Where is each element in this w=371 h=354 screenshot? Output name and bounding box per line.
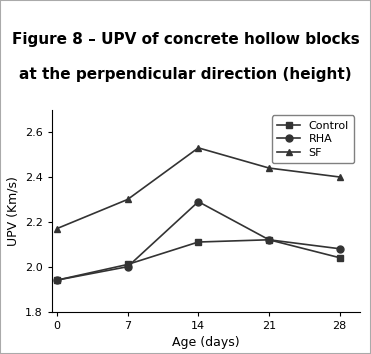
Text: at the perpendicular direction (height): at the perpendicular direction (height) xyxy=(19,67,352,82)
Line: RHA: RHA xyxy=(53,198,343,284)
Text: Figure 8 – UPV of concrete hollow blocks: Figure 8 – UPV of concrete hollow blocks xyxy=(12,32,359,47)
SF xyxy=(55,227,59,231)
RHA xyxy=(338,247,342,251)
SF xyxy=(267,166,271,170)
Line: SF: SF xyxy=(53,144,343,232)
RHA xyxy=(267,238,271,242)
SF xyxy=(196,146,201,150)
Control xyxy=(267,238,271,242)
Control xyxy=(338,256,342,260)
RHA xyxy=(125,264,130,269)
Legend: Control, RHA, SF: Control, RHA, SF xyxy=(272,115,354,163)
X-axis label: Age (days): Age (days) xyxy=(172,336,240,349)
Y-axis label: UPV (Km/s): UPV (Km/s) xyxy=(6,176,20,246)
SF xyxy=(338,175,342,179)
Control xyxy=(196,240,201,244)
RHA xyxy=(196,200,201,204)
RHA xyxy=(55,278,59,282)
SF xyxy=(125,197,130,201)
Control xyxy=(125,262,130,267)
Line: Control: Control xyxy=(53,236,343,284)
Control xyxy=(55,278,59,282)
